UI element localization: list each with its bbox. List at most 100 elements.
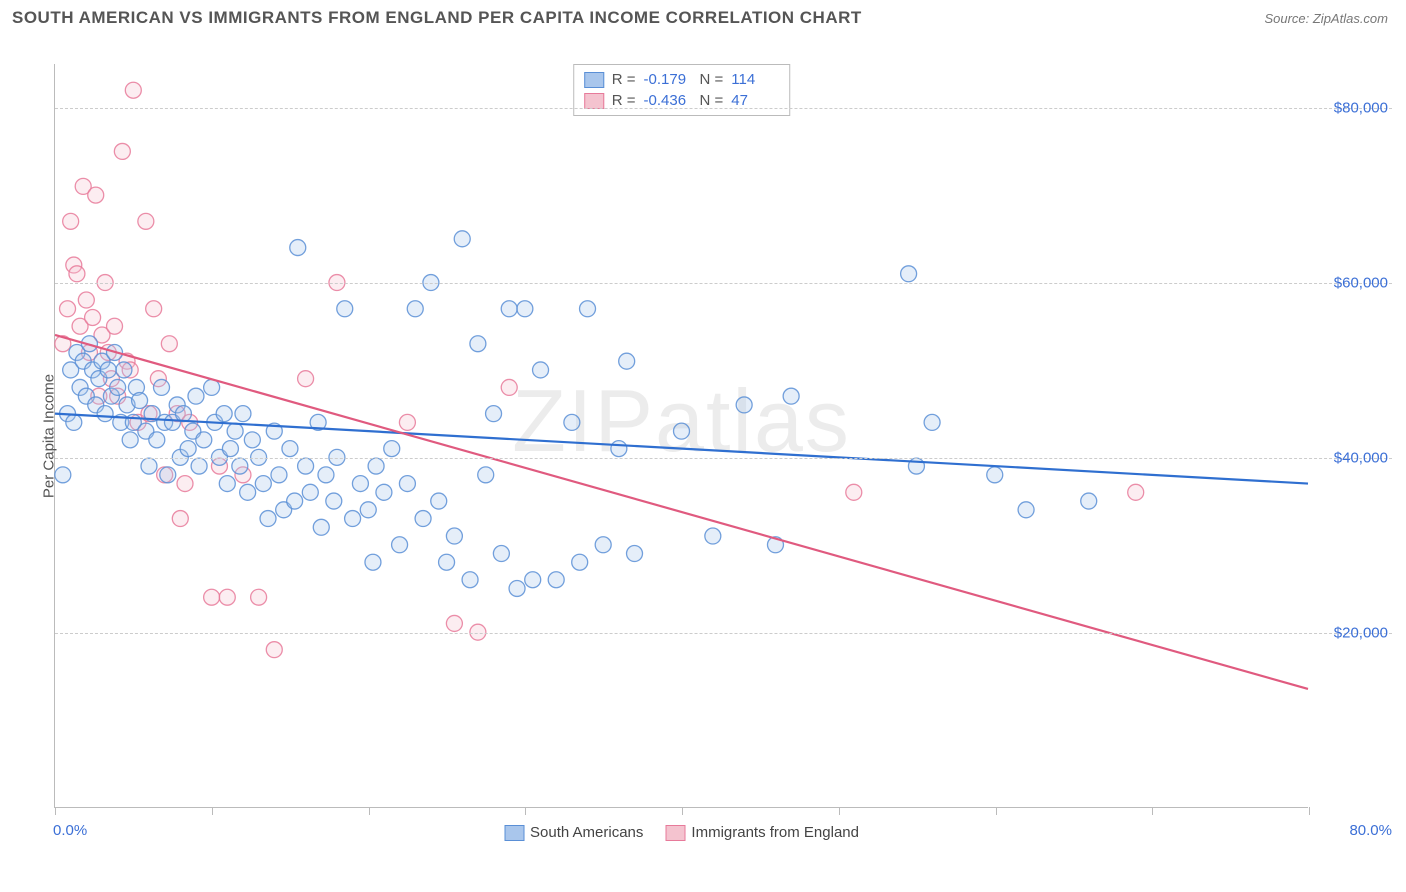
scatter-point [85, 310, 101, 326]
scatter-point [470, 336, 486, 352]
scatter-point [141, 458, 157, 474]
chart-container: Per Capita Income ZIPatlas R = -0.179 N … [12, 40, 1392, 862]
chart-source: Source: ZipAtlas.com [1264, 11, 1388, 26]
scatter-point [627, 546, 643, 562]
scatter-point [705, 528, 721, 544]
x-axis-end-label: 80.0% [1349, 822, 1392, 839]
scatter-point [175, 406, 191, 422]
gridline [55, 108, 1392, 109]
y-tick-label: $80,000 [1334, 99, 1388, 116]
scatter-point [154, 379, 170, 395]
scatter-point [63, 213, 79, 229]
scatter-point [204, 589, 220, 605]
scatter-point [525, 572, 541, 588]
scatter-point [337, 301, 353, 317]
scatter-point [188, 388, 204, 404]
scatter-point [191, 458, 207, 474]
scatter-point [172, 511, 188, 527]
scatter-point [846, 484, 862, 500]
scatter-point [97, 406, 113, 422]
scatter-point [216, 406, 232, 422]
legend-label-2: Immigrants from England [691, 824, 859, 841]
scatter-point [572, 554, 588, 570]
scatter-point [376, 484, 392, 500]
scatter-point [88, 187, 104, 203]
scatter-point [674, 423, 690, 439]
gridline [55, 283, 1392, 284]
scatter-point [60, 301, 76, 317]
trend-line [55, 335, 1308, 689]
scatter-point [222, 441, 238, 457]
scatter-point [66, 414, 82, 430]
scatter-point [298, 458, 314, 474]
scatter-point [987, 467, 1003, 483]
scatter-point [392, 537, 408, 553]
scatter-point [533, 362, 549, 378]
scatter-point [924, 414, 940, 430]
scatter-point [501, 301, 517, 317]
scatter-point [116, 362, 132, 378]
x-tick [1152, 807, 1153, 815]
gridline [55, 633, 1392, 634]
scatter-point [180, 441, 196, 457]
x-tick [525, 807, 526, 815]
scatter-svg [55, 64, 1308, 807]
scatter-point [138, 213, 154, 229]
scatter-point [595, 537, 611, 553]
scatter-point [107, 318, 123, 334]
scatter-point [901, 266, 917, 282]
scatter-point [266, 642, 282, 658]
scatter-point [219, 476, 235, 492]
scatter-point [146, 301, 162, 317]
plot-area: Per Capita Income ZIPatlas R = -0.179 N … [54, 64, 1308, 808]
scatter-point [161, 336, 177, 352]
scatter-point [352, 476, 368, 492]
bottom-legend: South Americans Immigrants from England [504, 824, 859, 841]
scatter-point [287, 493, 303, 509]
x-tick [682, 807, 683, 815]
scatter-point [611, 441, 627, 457]
scatter-point [431, 493, 447, 509]
scatter-point [122, 432, 138, 448]
legend-item-2: Immigrants from England [665, 824, 859, 841]
scatter-point [110, 379, 126, 395]
scatter-point [399, 476, 415, 492]
y-tick-label: $20,000 [1334, 624, 1388, 641]
scatter-point [196, 432, 212, 448]
scatter-point [313, 519, 329, 535]
scatter-point [580, 301, 596, 317]
scatter-point [783, 388, 799, 404]
scatter-point [509, 580, 525, 596]
chart-title: SOUTH AMERICAN VS IMMIGRANTS FROM ENGLAN… [12, 8, 862, 28]
scatter-point [227, 423, 243, 439]
x-axis-start-label: 0.0% [53, 822, 87, 839]
x-tick [839, 807, 840, 815]
scatter-point [114, 143, 130, 159]
scatter-point [1128, 484, 1144, 500]
scatter-point [407, 301, 423, 317]
scatter-point [290, 240, 306, 256]
scatter-point [360, 502, 376, 518]
scatter-point [160, 467, 176, 483]
scatter-point [149, 432, 165, 448]
scatter-point [100, 362, 116, 378]
scatter-point [240, 484, 256, 500]
scatter-point [446, 615, 462, 631]
scatter-point [55, 467, 71, 483]
scatter-point [486, 406, 502, 422]
scatter-point [493, 546, 509, 562]
scatter-point [235, 406, 251, 422]
scatter-point [326, 493, 342, 509]
scatter-point [271, 467, 287, 483]
scatter-point [454, 231, 470, 247]
scatter-point [1018, 502, 1034, 518]
scatter-point [501, 379, 517, 395]
scatter-point [69, 266, 85, 282]
scatter-point [282, 441, 298, 457]
scatter-point [232, 458, 248, 474]
scatter-point [260, 511, 276, 527]
scatter-point [415, 511, 431, 527]
scatter-point [365, 554, 381, 570]
scatter-point [478, 467, 494, 483]
scatter-point [78, 292, 94, 308]
